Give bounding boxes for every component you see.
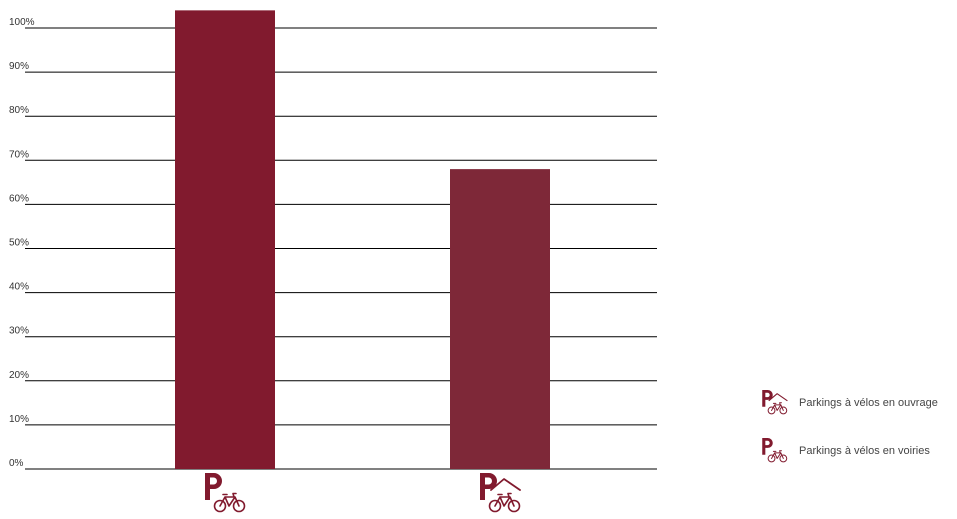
y-tick-label: 10% [9,414,29,425]
y-tick-label: 40% [9,282,29,293]
bike-parking-covered-icon [480,473,521,513]
y-tick-label: 50% [9,238,29,249]
y-axis-ticks: 0% 10% 20% 30% 40% 50% 60% 70% 80% 90% 100% [9,17,35,469]
bar [450,169,550,469]
legend-label: Parkings à vélos en ouvrage [799,397,938,409]
legend-label: Parkings à vélos en voiries [799,445,930,457]
y-tick-label: 0% [9,458,24,469]
bike-parking-street-icon [762,438,788,463]
y-tick-label: 70% [9,149,29,160]
bars [175,10,550,470]
bike-parking-covered-icon [762,390,788,415]
gridlines [25,27,657,470]
legend: Parkings à vélos en ouvrage Parkings à vé… [762,390,938,463]
bike-parking-street-icon [205,473,246,513]
legend-item: Parkings à vélos en ouvrage [762,390,938,415]
y-tick-label: 90% [9,61,29,72]
y-tick-label: 60% [9,193,29,204]
legend-item: Parkings à vélos en voiries [762,438,930,463]
bar [175,10,275,470]
y-tick-label: 20% [9,370,29,381]
y-tick-label: 30% [9,326,29,337]
y-tick-label: 100% [9,17,35,28]
y-tick-label: 80% [9,105,29,116]
x-axis-icons [205,473,521,513]
